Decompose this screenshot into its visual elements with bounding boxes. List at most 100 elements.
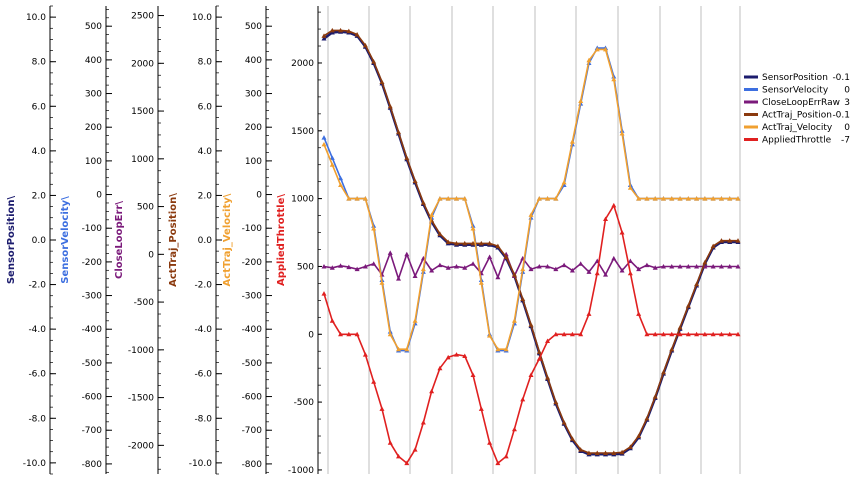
data-point	[511, 272, 517, 277]
data-point	[553, 196, 559, 201]
data-point	[644, 262, 650, 268]
data-point	[727, 238, 733, 243]
y-tick-label: -400	[82, 325, 103, 335]
y-tick-label: 300	[85, 90, 102, 100]
y-tick-label: 200	[245, 123, 262, 133]
data-point	[644, 196, 650, 201]
data-point	[346, 331, 352, 337]
data-point	[611, 202, 617, 208]
data-point	[636, 433, 642, 439]
y-tick-label: 0.0	[198, 236, 213, 246]
data-point	[627, 258, 633, 264]
data-point	[429, 212, 435, 217]
data-point	[354, 31, 360, 37]
data-point	[553, 266, 559, 272]
data-point	[553, 399, 559, 405]
data-point	[702, 331, 708, 337]
data-point	[694, 331, 700, 337]
data-point	[694, 196, 700, 201]
data-point	[652, 196, 658, 201]
data-point	[387, 250, 393, 255]
data-point	[619, 268, 625, 273]
data-point	[520, 266, 526, 272]
data-point	[603, 450, 609, 455]
y-axis-title-sensor_position: SensorPosition\	[6, 196, 17, 285]
data-point	[685, 196, 691, 201]
data-point	[470, 261, 476, 266]
data-point	[594, 270, 600, 276]
y-tick-label: 1000	[131, 155, 154, 165]
data-point	[660, 263, 666, 269]
data-point	[321, 263, 327, 269]
legend-label-SensorPosition: SensorPosition	[762, 73, 828, 83]
data-point	[603, 46, 609, 52]
y-tick-label: -4.0	[28, 325, 46, 335]
data-point	[429, 268, 435, 273]
data-point	[346, 264, 352, 270]
data-point	[511, 426, 517, 432]
data-point	[735, 196, 741, 201]
data-point	[669, 331, 675, 337]
y-tick-label: -300	[82, 292, 103, 302]
y-tick-label: -6.0	[28, 370, 46, 380]
data-point	[578, 261, 584, 266]
data-point	[503, 346, 509, 352]
data-point	[528, 266, 534, 272]
y-axis-title-act_traj_velocity: ActTraj_Velocity\	[222, 193, 233, 286]
y-tick-label: 500	[85, 22, 102, 32]
y-tick-label: -2.0	[194, 281, 212, 291]
data-point	[338, 331, 344, 337]
y-axis-title-applied_throttle: AppliedThrottle\	[276, 194, 287, 286]
data-point	[660, 331, 666, 337]
data-point	[354, 196, 360, 201]
data-point	[321, 36, 327, 41]
y-tick-label: 400	[85, 56, 102, 66]
data-point	[346, 196, 352, 201]
y-tick-label: 0	[308, 330, 314, 340]
data-point	[437, 196, 443, 201]
data-point	[685, 331, 691, 337]
y-axes: 10.0 8.0 6.0 4.0 2.0 0.0 -2.0 -4.0 -6.0 -8.0 -10.0…	[6, 5, 324, 476]
data-point	[528, 212, 534, 217]
data-point	[677, 324, 683, 330]
data-point	[379, 406, 385, 411]
data-point	[578, 447, 584, 452]
y-tick-label: -700	[242, 426, 263, 436]
data-point	[321, 135, 327, 140]
data-point	[495, 460, 501, 466]
data-point	[520, 296, 526, 302]
data-point	[718, 196, 724, 201]
legend-label-ActTraj_Velocity: ActTraj_Velocity	[762, 123, 833, 133]
data-point	[594, 450, 600, 455]
data-point	[445, 354, 451, 360]
legend-value-CloseLoopErrRaw: 3	[844, 98, 850, 108]
data-point	[495, 274, 501, 280]
y-tick-label: 400	[245, 56, 262, 66]
data-point	[487, 254, 493, 259]
y-tick-label: 500	[245, 22, 262, 32]
data-point	[338, 175, 344, 181]
data-point	[420, 419, 426, 425]
data-point	[329, 318, 335, 323]
data-point	[429, 388, 435, 394]
data-point	[545, 338, 551, 344]
data-point	[520, 396, 526, 402]
data-point	[354, 331, 360, 337]
data-point	[594, 46, 600, 52]
y-tick-label: 300	[245, 90, 262, 100]
data-point	[453, 263, 459, 269]
data-point	[702, 259, 708, 265]
data-point	[536, 349, 542, 354]
data-point	[644, 331, 650, 337]
data-point	[329, 265, 335, 270]
y-tick-label: -300	[242, 292, 263, 302]
data-point	[437, 231, 443, 236]
data-point	[652, 331, 658, 337]
legend-label-ActTraj_Position: ActTraj_Position	[762, 111, 832, 121]
data-point	[462, 265, 468, 270]
data-point	[636, 311, 642, 316]
data-point	[503, 453, 509, 459]
data-point	[536, 196, 542, 201]
data-point	[611, 255, 617, 261]
data-point	[396, 346, 402, 352]
